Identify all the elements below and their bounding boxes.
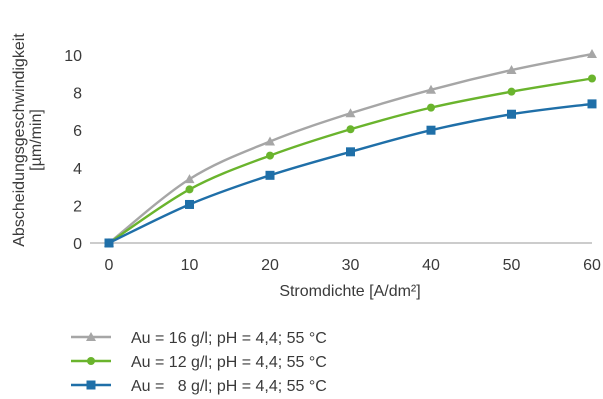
legend-item: Au = 12 g/l; pH = 4,4; 55 °C [71, 354, 327, 371]
x-tick-label: 30 [342, 257, 360, 274]
y-axis-title: Abscheidungsgeschwindigkeit [µm/min] [11, 33, 45, 247]
data-point-circle [588, 74, 596, 83]
legend: Au = 16 g/l; pH = 4,4; 55 °C Au = 12 g/l;… [71, 330, 327, 395]
data-point-circle [266, 151, 274, 160]
y-tick-labels: 0 2 4 6 8 10 [64, 48, 82, 253]
x-tick-label: 20 [261, 257, 279, 274]
y-tick-label: 6 [73, 123, 82, 140]
series-line [108, 77, 593, 244]
data-point-square [104, 238, 114, 248]
data-point-triangle [506, 65, 517, 75]
legend-item: Au = 8 g/l; pH = 4,4; 55 °C [71, 378, 327, 395]
legend-marker-circle [87, 357, 95, 365]
data-point-triangle [265, 136, 275, 146]
x-tick-label: 60 [583, 257, 601, 274]
data-point-square [507, 109, 516, 119]
data-point-circle [346, 125, 355, 134]
x-tick-label: 50 [503, 257, 521, 274]
data-point-triangle [587, 49, 597, 59]
legend-marker-square [86, 380, 96, 390]
y-axis-title-line-1: Abscheidungsgeschwindigkeit [11, 33, 28, 247]
series-group [104, 49, 597, 248]
x-axis-title: Stromdichte [A/dm²] [279, 283, 420, 300]
y-tick-label: 10 [64, 48, 82, 65]
series-line [108, 102, 593, 245]
data-point-triangle [426, 84, 436, 94]
data-point-square [185, 199, 194, 209]
series-circle [105, 74, 596, 247]
y-axis-title-line-2: [µm/min] [28, 109, 45, 171]
data-point-square [265, 170, 275, 180]
data-point-triangle [184, 174, 195, 184]
data-point-triangle [345, 108, 356, 118]
x-tick-label: 40 [422, 257, 440, 274]
legend-item: Au = 16 g/l; pH = 4,4; 55 °C [71, 330, 327, 347]
y-tick-label: 4 [73, 161, 82, 178]
y-tick-label: 0 [73, 236, 82, 253]
y-tick-label: 8 [73, 86, 82, 103]
legend-label: Au = 12 g/l; pH = 4,4; 55 °C [131, 354, 327, 371]
legend-label: Au = 16 g/l; pH = 4,4; 55 °C [131, 330, 327, 347]
x-tick-labels: 0 10 20 30 40 50 60 [105, 257, 601, 274]
data-point-circle [427, 103, 435, 112]
legend-marker-triangle [86, 332, 96, 341]
x-tick-label: 10 [181, 257, 199, 274]
series-square [104, 99, 597, 248]
data-point-circle [507, 87, 516, 96]
data-point-square [346, 147, 355, 157]
y-tick-label: 2 [73, 198, 82, 215]
data-point-circle [185, 185, 194, 194]
x-tick-label: 0 [105, 257, 114, 274]
data-point-square [426, 125, 436, 135]
legend-label: Au = 8 g/l; pH = 4,4; 55 °C [131, 378, 327, 395]
data-point-square [587, 99, 597, 109]
